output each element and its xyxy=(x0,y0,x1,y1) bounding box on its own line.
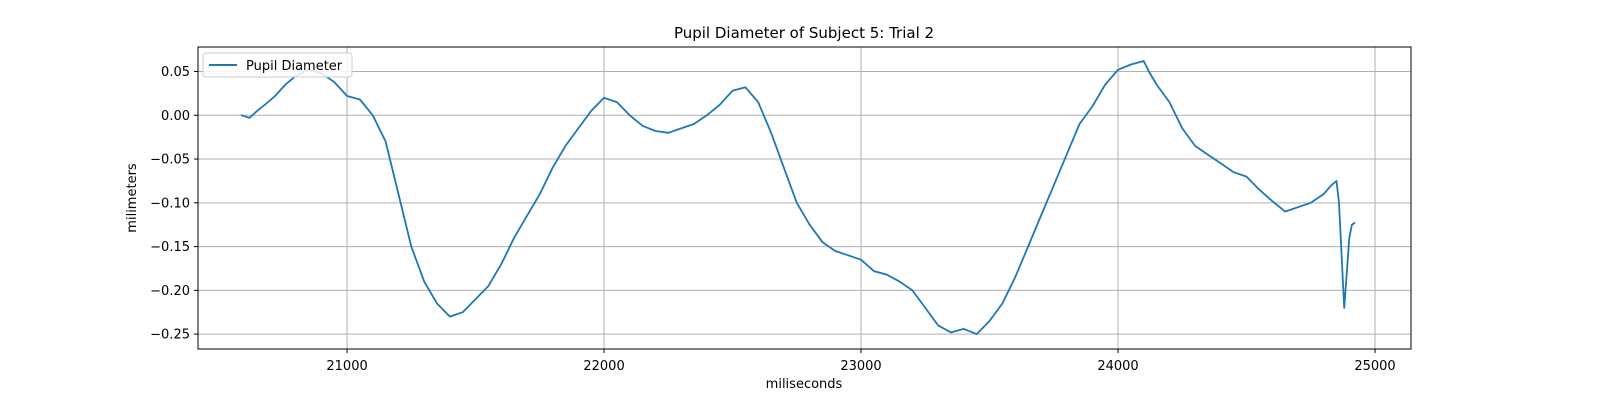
chart-title: Pupil Diameter of Subject 5: Trial 2 xyxy=(674,24,934,42)
x-tick-label: 23000 xyxy=(840,359,881,374)
grid xyxy=(198,47,1411,349)
legend-box xyxy=(202,52,353,78)
legend: Pupil Diameter xyxy=(202,52,353,78)
series-layer xyxy=(240,60,1356,336)
y-tick-label: −0.10 xyxy=(150,196,190,211)
y-tick-label: 0.05 xyxy=(161,65,190,80)
y-tick-label: −0.05 xyxy=(150,153,190,168)
y-axis: 0.05 0.00 −0.05 −0.10 −0.15 −0.20 −0.25 xyxy=(150,65,198,343)
y-tick-label: −0.20 xyxy=(150,284,190,299)
legend-label: Pupil Diameter xyxy=(246,59,343,74)
y-axis-title: milimeters xyxy=(125,163,140,233)
y-tick-label: −0.15 xyxy=(150,240,190,255)
plot-area xyxy=(197,46,1412,350)
series-line-pupil-diameter xyxy=(240,60,1356,336)
y-tick-label: 0.00 xyxy=(161,109,190,124)
x-axis-title: miliseconds xyxy=(766,377,843,392)
x-tick-label: 24000 xyxy=(1097,359,1138,374)
x-tick-label: 21000 xyxy=(326,359,367,374)
x-axis: 21000 22000 23000 24000 25000 xyxy=(326,349,1396,374)
x-tick-label: 25000 xyxy=(1354,359,1395,374)
x-tick-label: 22000 xyxy=(583,359,624,374)
y-tick-label: −0.25 xyxy=(150,328,190,343)
